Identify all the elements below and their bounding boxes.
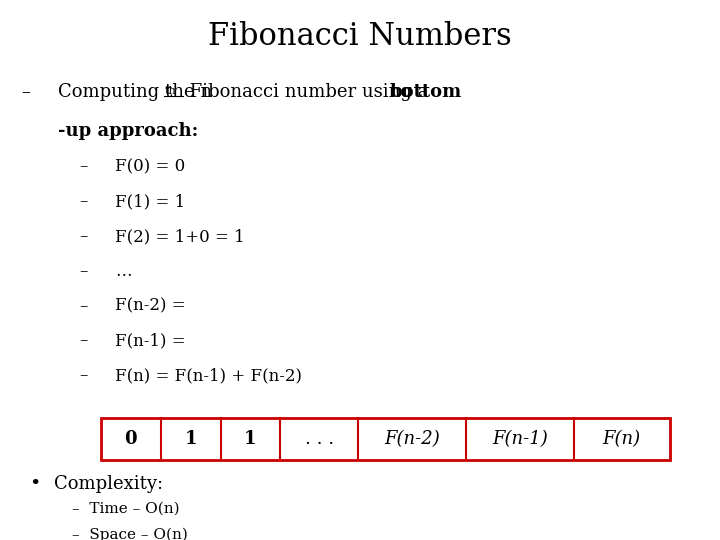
Text: F(0) = 0: F(0) = 0	[115, 158, 186, 176]
Text: –: –	[79, 367, 88, 384]
Text: –: –	[79, 333, 88, 349]
Text: •: •	[29, 475, 40, 493]
Text: bottom: bottom	[390, 83, 462, 101]
Text: –  Space – O(n): – Space – O(n)	[72, 527, 188, 540]
Text: F(2) = 1+0 = 1: F(2) = 1+0 = 1	[115, 228, 245, 245]
Text: F(1) = 1: F(1) = 1	[115, 193, 186, 210]
Text: F(n-2) =: F(n-2) =	[115, 298, 186, 315]
Text: F(n): F(n)	[603, 430, 641, 448]
Bar	[101, 418, 670, 460]
Text: Fibonacci Numbers: Fibonacci Numbers	[208, 21, 512, 52]
Text: Complexity:: Complexity:	[54, 475, 163, 493]
Text: -up approach:: -up approach:	[58, 122, 198, 140]
Text: F(n-1) =: F(n-1) =	[115, 333, 186, 349]
Text: –: –	[79, 263, 88, 280]
Text: 1: 1	[244, 430, 257, 448]
Text: 0: 0	[125, 430, 137, 448]
Text: –: –	[79, 193, 88, 210]
Text: –: –	[79, 228, 88, 245]
Text: –  Time – O(n): – Time – O(n)	[72, 501, 179, 515]
Text: F(n-2): F(n-2)	[384, 430, 440, 448]
Text: –: –	[79, 158, 88, 176]
Text: 1: 1	[184, 430, 197, 448]
Text: F(n) = F(n-1) + F(n-2): F(n) = F(n-1) + F(n-2)	[115, 367, 302, 384]
Text: Fibonacci number using a: Fibonacci number using a	[184, 83, 434, 101]
Text: F(n-1): F(n-1)	[492, 430, 548, 448]
Text: th: th	[164, 86, 176, 96]
Text: Computing the n: Computing the n	[58, 83, 212, 101]
Text: –: –	[22, 83, 30, 101]
Text: . . .: . . .	[305, 430, 334, 448]
Text: –: –	[79, 298, 88, 315]
Text: …: …	[115, 263, 132, 280]
